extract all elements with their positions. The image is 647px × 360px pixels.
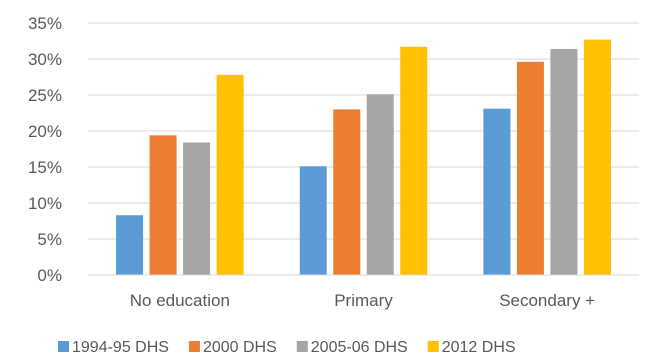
y-tick-label: 10%: [28, 194, 62, 213]
bar: [299, 166, 327, 275]
y-tick-label: 20%: [28, 122, 62, 141]
legend-label: 2005-06 DHS: [311, 339, 408, 356]
y-tick-label: 25%: [28, 86, 62, 105]
legend-label: 2012 DHS: [442, 339, 516, 356]
bar: [400, 46, 428, 276]
y-tick-label: 35%: [28, 14, 62, 33]
x-category-label: Primary: [334, 291, 393, 310]
gridlines: [88, 22, 639, 240]
legend-swatch: [58, 341, 69, 352]
y-tick-label: 30%: [28, 50, 62, 69]
y-tick-label: 5%: [37, 230, 62, 249]
x-category-label: Secondary +: [499, 291, 595, 310]
bar: [149, 135, 177, 275]
y-tick-label: 15%: [28, 158, 62, 177]
x-axis: No education Primary Secondary +: [88, 274, 639, 310]
bar: [483, 108, 511, 276]
legend-swatch: [188, 341, 200, 352]
bar: [366, 94, 394, 275]
legend-swatch: [427, 341, 439, 352]
bars: [116, 39, 611, 276]
bar: [216, 74, 244, 275]
bar: [550, 48, 578, 275]
legend-swatch: [296, 341, 308, 352]
bar: [516, 61, 544, 275]
bar: [583, 39, 611, 276]
y-axis: 0% 5% 10% 15% 20% 25% 30% 35%: [28, 14, 62, 285]
legend-label: 2000 DHS: [203, 339, 277, 356]
bar: [333, 109, 361, 276]
legend: 1994-95 DHS 2000 DHS 2005-06 DHS 2012 DHS: [58, 339, 516, 356]
legend-label: 1994-95 DHS: [72, 339, 169, 356]
bar: [183, 142, 211, 275]
bar: [116, 215, 144, 275]
x-category-label: No education: [130, 291, 230, 310]
y-tick-label: 0%: [37, 266, 62, 285]
